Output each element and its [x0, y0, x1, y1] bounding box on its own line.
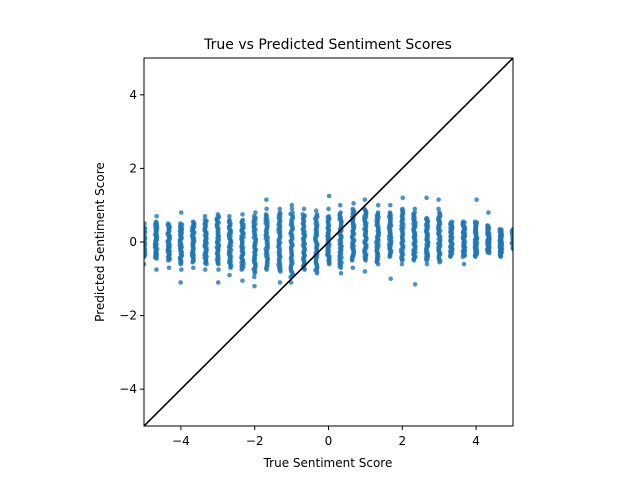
data-point — [388, 276, 394, 282]
data-point — [253, 210, 258, 215]
data-point — [424, 195, 429, 201]
data-point — [264, 197, 269, 202]
data-point — [350, 265, 356, 271]
data-point — [191, 265, 196, 271]
data-point — [474, 197, 479, 202]
x-tick-label: −2 — [246, 434, 264, 448]
y-tick-label: 0 — [129, 235, 137, 249]
x-axis-label: True Sentiment Score — [263, 456, 393, 470]
data-point — [178, 280, 183, 285]
x-axis: −4 −2 0 2 4 — [172, 426, 480, 448]
y-tick-label: 2 — [129, 161, 137, 175]
data-point — [263, 212, 269, 217]
data-point — [362, 197, 368, 202]
data-point — [399, 261, 405, 267]
data-point — [154, 267, 159, 272]
x-tick-label: 2 — [398, 434, 406, 448]
data-point — [240, 212, 245, 217]
x-tick-label: 4 — [472, 434, 480, 448]
data-point — [190, 219, 196, 225]
data-point — [375, 202, 381, 208]
data-point — [460, 219, 466, 225]
data-point — [202, 213, 208, 219]
data-point — [300, 212, 306, 217]
data-point — [166, 265, 172, 271]
data-point — [313, 208, 319, 214]
data-point — [350, 206, 356, 212]
data-point — [326, 206, 331, 212]
data-point — [178, 210, 184, 215]
data-point — [412, 206, 418, 212]
data-point — [240, 217, 246, 223]
chart-title: True vs Predicted Sentiment Scores — [203, 37, 452, 53]
y-axis-label: Predicted Sentiment Score — [93, 162, 107, 322]
x-tick-label: 0 — [325, 434, 333, 448]
data-point — [153, 219, 159, 225]
data-point — [511, 226, 513, 232]
data-point — [202, 217, 208, 223]
data-point — [326, 193, 332, 199]
data-point — [362, 269, 368, 274]
data-point — [277, 210, 283, 215]
data-point — [202, 267, 208, 272]
data-point — [375, 210, 381, 215]
data-point — [290, 210, 295, 215]
identity-line — [144, 58, 513, 426]
data-point — [314, 270, 320, 276]
data-point — [497, 226, 503, 232]
data-point — [289, 206, 295, 212]
data-point — [486, 210, 491, 215]
y-tick-label: −2 — [119, 309, 137, 323]
data-point — [144, 221, 147, 226]
data-point — [485, 223, 490, 228]
data-point — [227, 272, 232, 278]
data-point — [400, 206, 405, 212]
data-point — [178, 221, 183, 226]
data-point — [387, 210, 393, 215]
x-tick-label: −4 — [172, 434, 190, 448]
data-point — [337, 202, 343, 208]
data-point — [215, 280, 221, 285]
data-point — [227, 213, 232, 219]
data-point — [461, 261, 467, 267]
data-point — [301, 206, 307, 212]
data-point — [436, 206, 441, 212]
data-point — [216, 267, 221, 272]
data-point — [424, 215, 430, 221]
data-points — [144, 193, 513, 289]
data-point — [240, 278, 245, 283]
data-point — [227, 217, 232, 223]
data-point — [264, 206, 269, 212]
data-point — [436, 210, 442, 215]
data-point — [388, 202, 393, 208]
data-point — [338, 270, 344, 276]
data-point — [375, 261, 381, 267]
data-point — [154, 213, 159, 219]
data-point — [412, 282, 418, 287]
data-point — [436, 197, 441, 202]
data-point — [165, 221, 171, 226]
data-point — [314, 212, 320, 217]
data-point — [215, 212, 221, 217]
data-point — [289, 202, 295, 208]
data-point — [472, 219, 478, 225]
y-tick-label: 4 — [129, 88, 137, 102]
data-point — [277, 206, 283, 212]
data-point — [144, 261, 147, 267]
data-point — [449, 219, 455, 225]
data-point — [179, 267, 184, 272]
data-point — [412, 210, 417, 215]
data-point — [400, 195, 406, 201]
data-point — [277, 280, 283, 285]
data-point — [424, 261, 430, 267]
data-point — [338, 210, 343, 215]
data-point — [351, 201, 356, 206]
data-point — [252, 283, 257, 289]
y-axis: −4 −2 0 2 4 — [119, 88, 144, 396]
y-tick-label: −4 — [119, 382, 137, 396]
data-point — [251, 274, 257, 280]
data-point — [326, 213, 332, 219]
data-point — [251, 213, 257, 219]
